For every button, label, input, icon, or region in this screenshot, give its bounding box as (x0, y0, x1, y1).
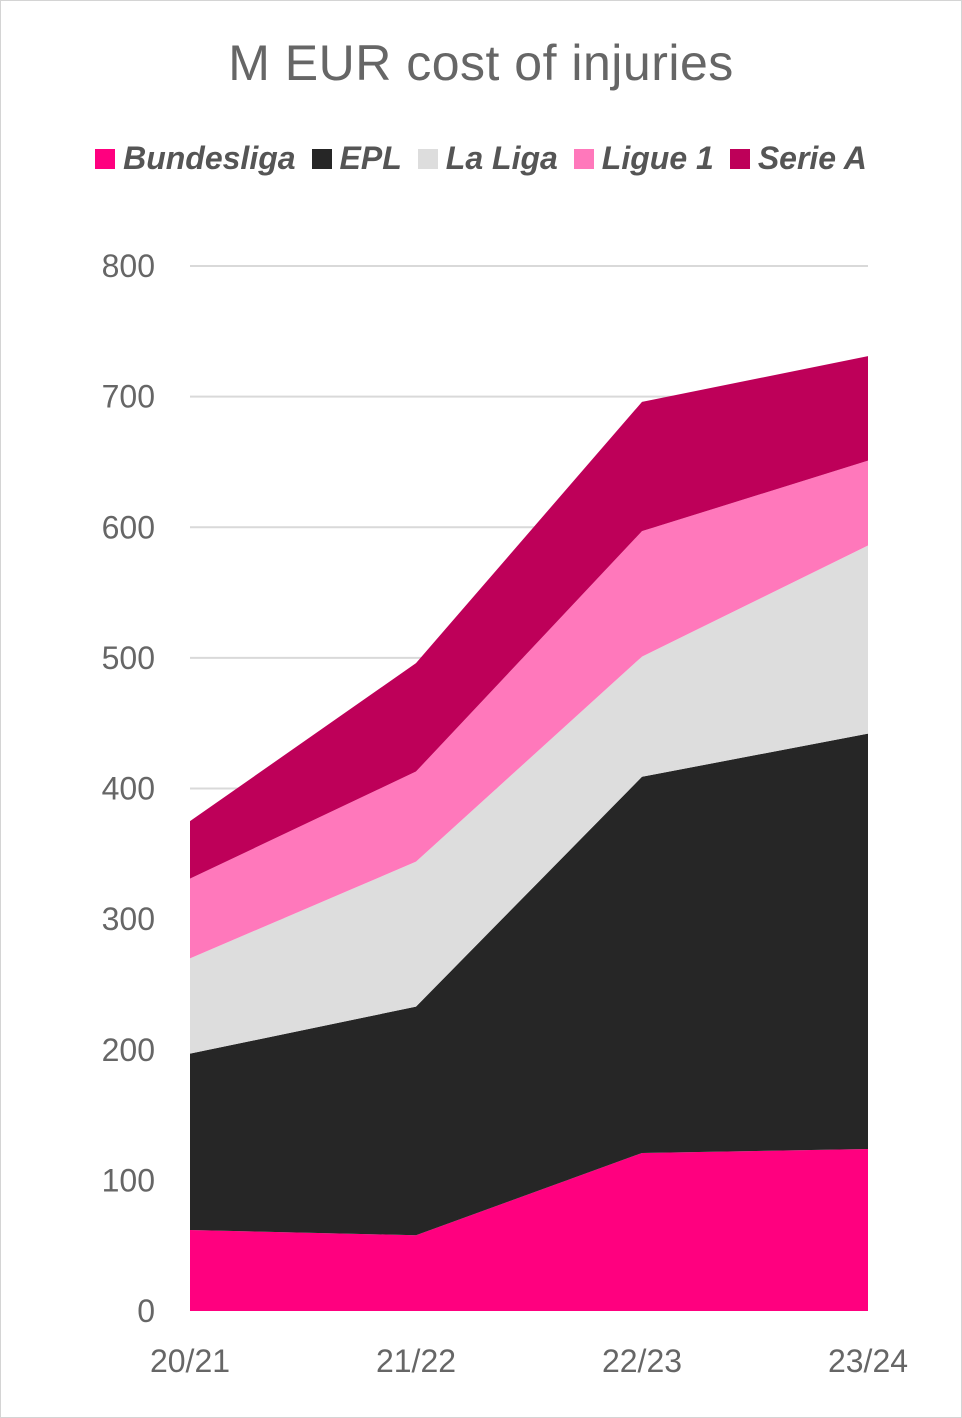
legend-label-serie-a: Serie A (757, 140, 867, 176)
area-la-liga (190, 545, 868, 1054)
x-axis-ticks: 20/21 21/22 22/23 23/24 (150, 1343, 908, 1379)
y-tick-label-800: 800 (102, 248, 155, 284)
legend-item-serie-a: Serie A (729, 140, 867, 177)
y-tick-label-300: 300 (102, 901, 155, 937)
y-tick-label-0: 0 (137, 1293, 155, 1329)
y-tick-label-700: 700 (102, 379, 155, 415)
x-tick-label-21-22: 21/22 (376, 1343, 456, 1379)
y-tick-label-600: 600 (102, 509, 155, 545)
legend-item-epl: EPL (311, 140, 402, 177)
legend-swatch-bundesliga (95, 148, 116, 169)
legend-swatch-ligue-1 (573, 148, 594, 169)
area-ligue-1 (190, 460, 868, 959)
legend-swatch-la-liga (417, 148, 438, 169)
y-tick-label-400: 400 (102, 771, 155, 807)
y-tick-label-100: 100 (102, 1162, 155, 1198)
area-bundesliga (190, 1149, 868, 1311)
chart-legend: Bundesliga EPL La Liga Ligue 1 Serie A (0, 140, 962, 177)
legend-label-ligue-1: Ligue 1 (601, 140, 714, 176)
stacked-areas (190, 356, 868, 1311)
x-tick-label-20-21: 20/21 (150, 1343, 230, 1379)
legend-label-bundesliga: Bundesliga (123, 140, 296, 176)
legend-item-bundesliga: Bundesliga (95, 140, 296, 177)
legend-item-la-liga: La Liga (417, 140, 558, 177)
legend-swatch-serie-a (729, 148, 750, 169)
legend-label-epl: EPL (339, 140, 402, 176)
area-serie-a (190, 356, 868, 879)
y-tick-label-200: 200 (102, 1032, 155, 1068)
legend-swatch-epl (311, 148, 332, 169)
y-tick-label-500: 500 (102, 640, 155, 676)
legend-item-ligue-1: Ligue 1 (573, 140, 714, 177)
legend-label-la-liga: La Liga (445, 140, 558, 176)
x-tick-label-23-24: 23/24 (828, 1343, 908, 1379)
chart-title: M EUR cost of injuries (228, 35, 734, 91)
area-epl (190, 733, 868, 1236)
x-tick-label-22-23: 22/23 (602, 1343, 682, 1379)
y-axis-ticks: 0 100 200 300 400 500 600 700 800 (102, 248, 155, 1329)
